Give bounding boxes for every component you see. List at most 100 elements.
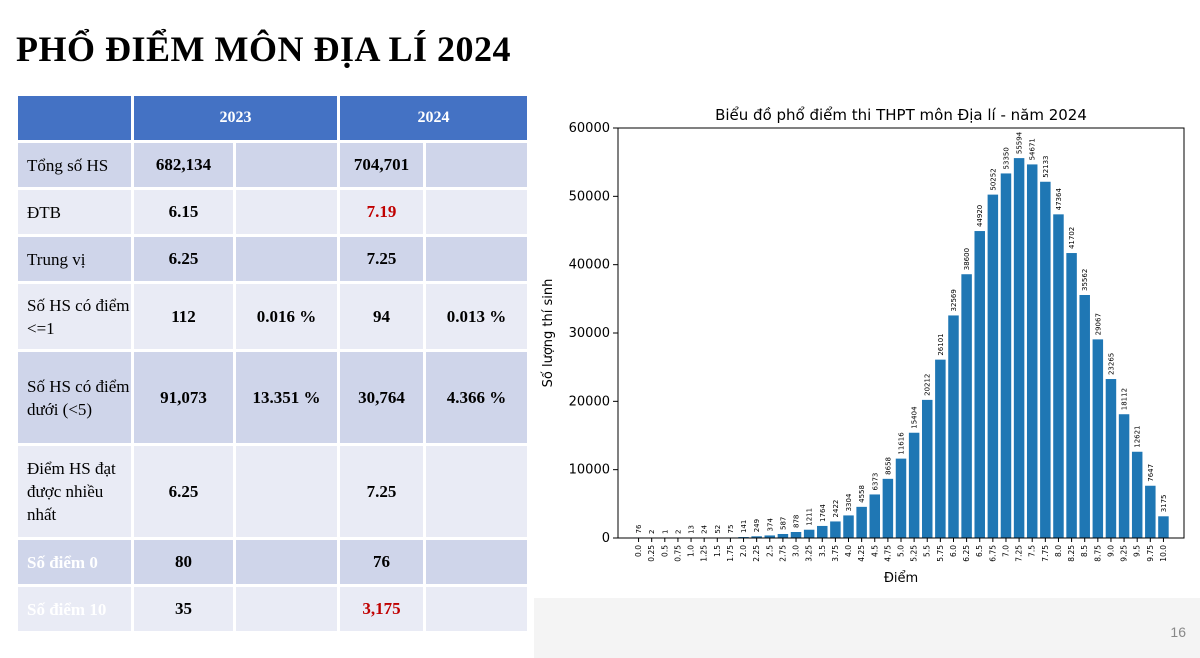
x-tick-label: 2.5 — [765, 545, 774, 557]
bar — [1158, 516, 1169, 538]
x-tick-label: 4.75 — [883, 545, 892, 562]
table-row: Số HS có điểm dưới (<5) 91,073 13.351 % … — [18, 352, 530, 446]
y-tick-label: 60000 — [569, 121, 610, 136]
x-tick-label: 5.0 — [897, 545, 906, 557]
data-label: 141 — [740, 520, 748, 533]
percent-2024: 4.366 % — [426, 352, 530, 446]
x-tick-label: 5.5 — [923, 545, 932, 557]
x-tick-label: 8.75 — [1093, 545, 1102, 562]
table-row: Số điểm 0 80 76 — [18, 540, 530, 587]
data-label: 52133 — [1042, 155, 1050, 177]
x-tick-label: 8.0 — [1054, 545, 1063, 557]
bar — [987, 194, 999, 538]
table-row: Điểm HS đạt được nhiều nhất 6.25 7.25 — [18, 446, 530, 540]
x-tick-label: 6.0 — [949, 545, 958, 557]
table-header-2024: 2024 — [340, 96, 530, 143]
y-tick-label: 10000 — [569, 463, 610, 478]
bar — [1105, 379, 1117, 538]
bar — [830, 521, 841, 538]
table-row: Tổng số HS 682,134 704,701 — [18, 143, 530, 190]
data-label: 24 — [701, 524, 709, 533]
value-2023: 6.25 — [134, 446, 236, 540]
data-label: 8658 — [884, 457, 892, 475]
bar — [1053, 214, 1064, 538]
value-2024: 3,175 — [340, 587, 426, 634]
data-label: 38600 — [963, 248, 971, 270]
x-tick-label: 0.25 — [647, 545, 656, 562]
x-tick-label: 0.5 — [660, 545, 669, 557]
bar — [1131, 451, 1143, 538]
data-label: 3304 — [845, 493, 853, 511]
value-2023: 91,073 — [134, 352, 236, 446]
percent-2024 — [426, 587, 530, 634]
row-label: Điểm HS đạt được nhiều nhất — [18, 446, 134, 540]
x-tick-label: 1.25 — [700, 545, 709, 562]
table-row: Số điểm 10 35 3,175 — [18, 587, 530, 634]
table-row: ĐTB 6.15 7.19 — [18, 190, 530, 237]
value-2024: 704,701 — [340, 143, 426, 190]
percent-2024 — [426, 190, 530, 237]
x-axis-label: Điểm — [884, 571, 918, 586]
value-2023: 682,134 — [134, 143, 236, 190]
histogram-chart: Biểu đồ phổ điểm thi THPT môn Địa lí - n… — [534, 92, 1200, 598]
data-label: 878 — [793, 515, 801, 528]
x-tick-label: 5.75 — [936, 545, 945, 562]
percent-2024: 0.013 % — [426, 284, 530, 352]
x-tick-label: 1.0 — [687, 545, 696, 557]
data-label: 29067 — [1094, 313, 1102, 335]
y-axis-label: Số lượng thí sinh — [541, 279, 556, 388]
x-tick-label: 7.0 — [1001, 545, 1010, 557]
data-label: 20212 — [924, 374, 932, 396]
bar — [908, 432, 920, 538]
data-label: 587 — [779, 517, 787, 530]
data-label: 50252 — [989, 168, 997, 190]
row-label: Tổng số HS — [18, 143, 134, 190]
x-tick-label: 3.25 — [805, 545, 814, 562]
y-tick-label: 50000 — [569, 189, 610, 204]
x-tick-label: 3.5 — [818, 545, 827, 557]
data-label: 1764 — [819, 504, 827, 522]
row-label: Số điểm 10 — [18, 587, 134, 634]
value-2024: 76 — [340, 540, 426, 587]
bar — [895, 458, 907, 538]
x-tick-label: 4.5 — [870, 545, 879, 557]
bar — [1092, 339, 1104, 538]
bar — [777, 533, 789, 538]
data-label: 23265 — [1107, 353, 1115, 375]
x-tick-label: 7.75 — [1041, 545, 1050, 562]
y-tick-label: 40000 — [569, 258, 610, 273]
value-2024: 30,764 — [340, 352, 426, 446]
x-tick-label: 1.5 — [713, 545, 722, 557]
value-2024: 7.25 — [340, 446, 426, 540]
data-label: 32569 — [950, 289, 958, 311]
data-label: 54671 — [1029, 138, 1037, 160]
y-tick-label: 20000 — [569, 394, 610, 409]
data-label: 55594 — [1016, 131, 1024, 154]
background-pattern — [534, 596, 1200, 658]
data-label: 7647 — [1147, 464, 1155, 482]
value-2024: 7.19 — [340, 190, 426, 237]
bar — [817, 525, 828, 538]
data-label: 41702 — [1068, 227, 1076, 249]
x-tick-label: 8.25 — [1067, 545, 1076, 562]
bar — [1026, 164, 1038, 538]
x-tick-label: 1.75 — [726, 545, 735, 562]
x-tick-label: 3.0 — [792, 545, 801, 557]
x-tick-label: 0.0 — [634, 545, 643, 557]
bar — [1079, 294, 1090, 538]
percent-2023 — [236, 587, 340, 634]
table-header-corner — [18, 96, 134, 143]
x-tick-label: 0.75 — [673, 545, 682, 562]
data-label: 249 — [753, 519, 761, 532]
x-tick-label: 7.25 — [1015, 545, 1024, 562]
bar — [1066, 253, 1077, 539]
chart-title: Biểu đồ phổ điểm thi THPT môn Địa lí - n… — [715, 106, 1087, 124]
percent-2024 — [426, 540, 530, 587]
data-label: 47364 — [1055, 188, 1063, 211]
bar — [1000, 173, 1012, 539]
x-tick-label: 9.75 — [1146, 545, 1155, 562]
bar — [948, 315, 959, 538]
value-2023: 6.25 — [134, 237, 236, 284]
percent-2023 — [236, 540, 340, 587]
value-2023: 80 — [134, 540, 236, 587]
